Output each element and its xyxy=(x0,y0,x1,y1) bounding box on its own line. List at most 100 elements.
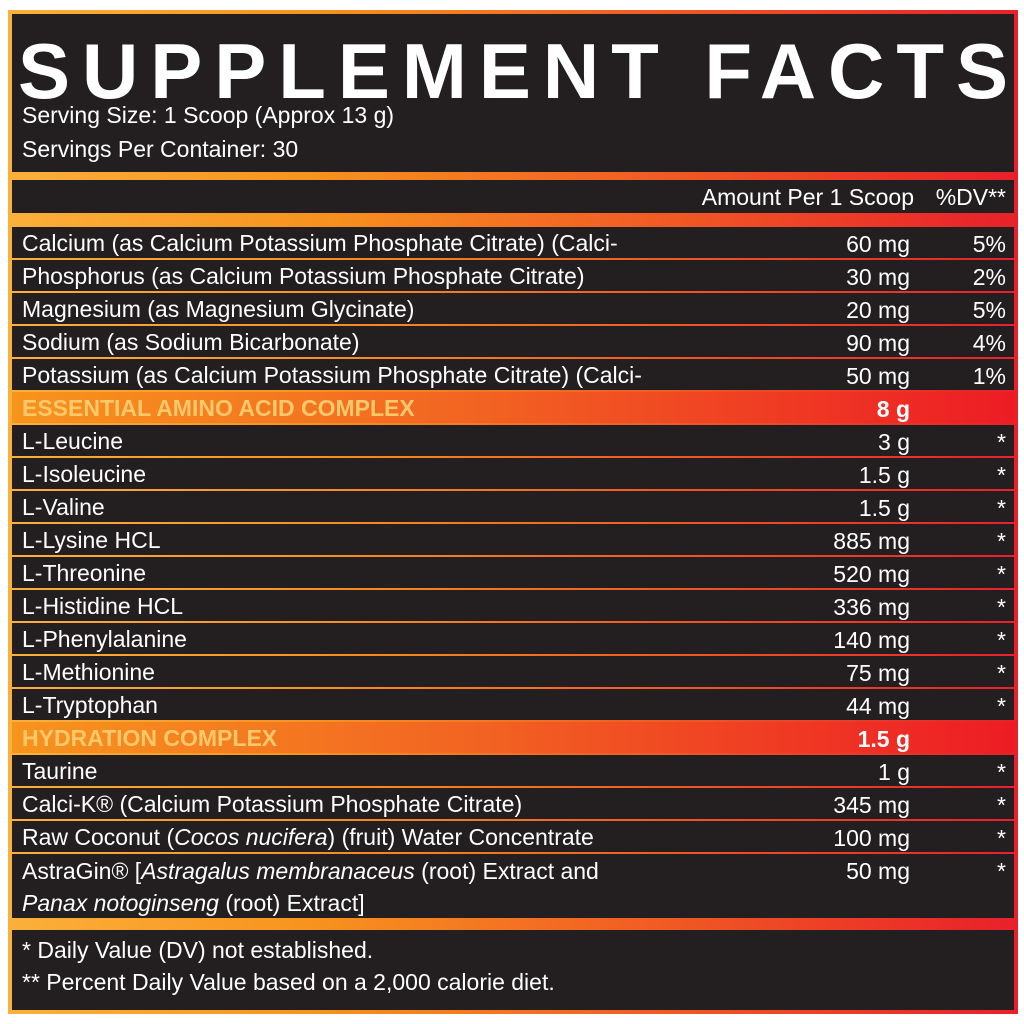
name-part: ESSENTIAL AMINO ACID COMPLEX xyxy=(22,395,415,421)
daily-value: * xyxy=(997,759,1006,785)
amount: 60 mg xyxy=(846,231,910,257)
ingredient-name: L-Threonine xyxy=(22,558,647,589)
ingredient-name: L-Tryptophan xyxy=(22,690,647,721)
facts-label: SUPPLEMENT FACTS Serving Size: 1 Scoop (… xyxy=(8,10,1018,1014)
ingredient-name: Raw Coconut (Cocos nucifera) (fruit) Wat… xyxy=(22,822,647,853)
nutrient-row: Potassium (as Calcium Potassium Phosphat… xyxy=(12,359,1014,419)
daily-value: * xyxy=(997,495,1006,521)
amount: 50 mg xyxy=(846,858,910,884)
nutrient-row: Raw Coconut (Cocos nucifera) (fruit) Wat… xyxy=(12,821,1014,852)
amount: 140 mg xyxy=(833,627,910,653)
daily-value: 4% xyxy=(972,330,1006,356)
nutrient-row: L-Leucine 3 g * xyxy=(12,425,1014,456)
ingredient-name: L-Valine xyxy=(22,492,647,523)
nutrient-row: L-Methionine 75 mg * xyxy=(12,656,1014,687)
name-part: HYDRATION COMPLEX xyxy=(22,725,278,751)
amount: 75 mg xyxy=(846,660,910,686)
title-svg: SUPPLEMENT FACTS xyxy=(18,27,1008,114)
daily-value: * xyxy=(997,528,1006,554)
name-part: Calci-K® (Calcium Potassium Phosphate Ci… xyxy=(22,791,523,817)
amount: 1 g xyxy=(878,759,910,785)
serving-size: Serving Size: 1 Scoop (Approx 13 g) xyxy=(22,102,395,128)
name-part: Cocos nucifera xyxy=(174,824,328,850)
daily-value: * xyxy=(997,594,1006,620)
nutrient-row: L-Lysine HCL 885 mg * xyxy=(12,524,1014,555)
rows: Calcium (as Calcium Potassium Phosphate … xyxy=(12,227,1014,920)
name-part: Sodium (as Sodium Bicarbonate) xyxy=(22,329,360,355)
ingredient-name: ESSENTIAL AMINO ACID COMPLEX xyxy=(22,393,647,424)
name-part: ) (fruit) Water Concentrate xyxy=(327,824,594,850)
nutrient-row: L-Tryptophan 44 mg * xyxy=(12,689,1014,720)
amount: 1.5 g xyxy=(857,726,910,752)
amount: 30 mg xyxy=(846,264,910,290)
amount: 8 g xyxy=(876,396,910,422)
title: SUPPLEMENT FACTS xyxy=(18,27,1008,114)
daily-value: * xyxy=(997,792,1006,818)
amount-header: Amount Per 1 Scoop xyxy=(701,184,914,210)
daily-value: * xyxy=(997,858,1006,884)
name-part: L-Threonine xyxy=(22,560,147,586)
nutrient-row: Taurine 1 g * xyxy=(12,755,1014,786)
name-part: Raw Coconut ( xyxy=(22,824,175,850)
ingredient-name: L-Phenylalanine xyxy=(22,624,647,655)
footnote: ** Percent Daily Value based on a 2,000 … xyxy=(22,969,555,995)
ingredient-name: AstraGin® [Astragalus membranaceus (root… xyxy=(22,855,647,919)
column-header: Amount Per 1 Scoop %DV** xyxy=(12,180,1014,213)
daily-value: * xyxy=(997,660,1006,686)
nutrient-row: L-Threonine 520 mg * xyxy=(12,557,1014,588)
name-part: Panax notoginseng xyxy=(22,890,219,916)
name-part: AstraGin® [ xyxy=(22,858,142,884)
ingredient-name: L-Isoleucine xyxy=(22,459,647,490)
name-part: L-Phenylalanine xyxy=(22,626,187,652)
amount: 3 g xyxy=(878,429,910,455)
ingredient-name: L-Methionine xyxy=(22,657,647,688)
ingredient-name: L-Lysine HCL xyxy=(22,525,647,556)
name-part: Taurine xyxy=(22,758,98,784)
name-part: Astragalus membranaceus xyxy=(141,858,415,884)
amount: 336 mg xyxy=(833,594,910,620)
section-row: HYDRATION COMPLEX 1.5 g xyxy=(12,722,1014,753)
daily-value: * xyxy=(997,462,1006,488)
section-row: ESSENTIAL AMINO ACID COMPLEX 8 g xyxy=(12,392,1014,423)
amount: 885 mg xyxy=(833,528,910,554)
nutrient-row: AstraGin® [Astragalus membranaceus (root… xyxy=(12,854,1014,918)
nutrient-row: Magnesium (as Magnesium Glycinate) 20 mg 5… xyxy=(12,293,1014,324)
nutrient-row: Sodium (as Sodium Bicarbonate) 90 mg 4% xyxy=(12,326,1014,357)
ingredient-name: Magnesium (as Magnesium Glycinate) xyxy=(22,294,647,325)
amount: 90 mg xyxy=(846,330,910,356)
amount: 1.5 g xyxy=(858,462,910,488)
ingredient-name: Calci-K® (Calcium Potassium Phosphate Ci… xyxy=(22,789,647,820)
nutrient-row: L-Valine 1.5 g * xyxy=(12,491,1014,522)
daily-value: * xyxy=(997,429,1006,455)
amount: 345 mg xyxy=(833,792,910,818)
nutrient-row: L-Phenylalanine 140 mg * xyxy=(12,623,1014,654)
footnote: * Daily Value (DV) not established. xyxy=(22,937,374,963)
amount: 520 mg xyxy=(833,561,910,587)
daily-value: * xyxy=(997,693,1006,719)
name-part: L-Lysine HCL xyxy=(22,527,161,553)
amount: 50 mg xyxy=(846,363,910,389)
daily-value: * xyxy=(997,561,1006,587)
daily-value: 5% xyxy=(972,231,1006,257)
nutrient-row: Calcium (as Calcium Potassium Phosphate … xyxy=(12,227,1014,287)
daily-value: 2% xyxy=(972,264,1006,290)
name-part: L-Tryptophan xyxy=(22,692,158,718)
ingredient-name: Taurine xyxy=(22,756,647,787)
amount: 20 mg xyxy=(846,297,910,323)
footnotes: * Daily Value (DV) not established. ** Pe… xyxy=(12,930,1014,1010)
nutrient-row: L-Isoleucine 1.5 g * xyxy=(12,458,1014,489)
daily-value: 1% xyxy=(972,363,1006,389)
amount: 100 mg xyxy=(833,825,910,851)
name-part: Magnesium (as Magnesium Glycinate) xyxy=(22,296,415,322)
nutrient-row: L-Histidine HCL 336 mg * xyxy=(12,590,1014,621)
title-block: SUPPLEMENT FACTS Serving Size: 1 Scoop (… xyxy=(12,14,1014,172)
name-part: L-Isoleucine xyxy=(22,461,147,487)
nutrient-row: Phosphorus (as Calcium Potassium Phospha… xyxy=(12,260,1014,320)
amount: 44 mg xyxy=(846,693,910,719)
amount: 1.5 g xyxy=(858,495,910,521)
ingredient-name: HYDRATION COMPLEX xyxy=(22,723,647,754)
name-part: (root) Extract and xyxy=(414,858,599,884)
ingredient-name: Sodium (as Sodium Bicarbonate) xyxy=(22,327,647,358)
ingredient-name: L-Leucine xyxy=(22,426,647,457)
ingredient-name: L-Histidine HCL xyxy=(22,591,647,622)
